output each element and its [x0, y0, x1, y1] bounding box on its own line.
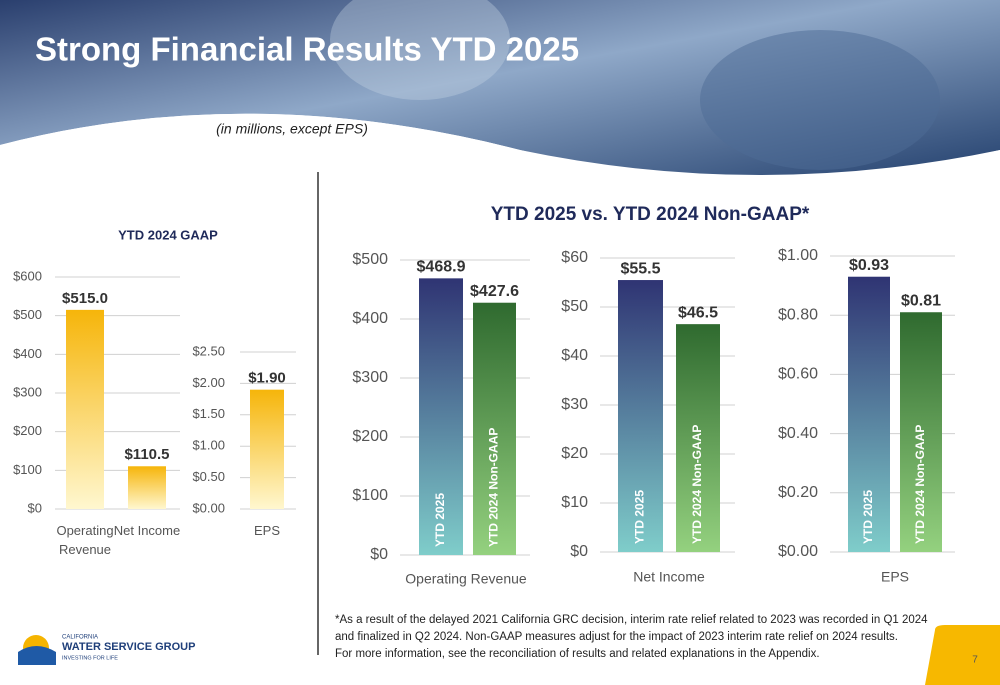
y-tick-label: $40 — [561, 347, 588, 364]
x-tick-label: Net Income — [113, 523, 181, 538]
y-tick-label: $1.00 — [778, 247, 818, 264]
y-tick-label: $0.80 — [778, 306, 818, 323]
page-corner — [925, 625, 1000, 685]
y-tick-label: $1.00 — [192, 438, 225, 453]
bar-category-label: YTD 2025 — [433, 493, 447, 547]
logo-text: WATER SERVICE GROUP — [62, 641, 195, 653]
y-tick-label: $2.50 — [192, 343, 225, 358]
y-tick-label: $0.50 — [192, 469, 225, 484]
logo-text: CALIFORNIA — [62, 635, 98, 641]
bar — [900, 312, 942, 552]
bar — [676, 324, 720, 552]
bar — [250, 389, 284, 509]
y-tick-label: $600 — [13, 268, 42, 283]
value-label: $468.9 — [417, 259, 466, 276]
value-label: $0.81 — [901, 292, 941, 309]
value-label: $427.6 — [470, 283, 519, 300]
x-tick-label: EPS — [253, 523, 280, 538]
footnote: and finalized in Q2 2024. Non-GAAP measu… — [335, 631, 898, 643]
y-tick-label: $500 — [352, 251, 388, 268]
value-label: $1.90 — [248, 370, 286, 387]
bar — [618, 280, 663, 552]
y-tick-label: $0.60 — [778, 366, 818, 383]
logo-wave — [18, 646, 56, 665]
y-tick-label: $0.40 — [778, 425, 818, 442]
y-tick-label: $50 — [561, 298, 588, 315]
y-tick-label: $10 — [561, 494, 588, 511]
slide-title: Strong Financial Results YTD 2025 — [35, 31, 579, 68]
header-decor — [700, 30, 940, 170]
x-axis-label: Net Income — [633, 569, 705, 585]
y-tick-label: $300 — [13, 384, 42, 399]
bar-category-label: YTD 2024 Non-GAAP — [487, 428, 501, 547]
footnote: *As a result of the delayed 2021 Califor… — [335, 614, 928, 626]
logo-text: INVESTING FOR LIFE — [62, 655, 118, 661]
bar — [128, 466, 166, 509]
value-label: $110.5 — [124, 446, 169, 463]
value-label: $0.93 — [849, 257, 889, 274]
y-tick-label: $30 — [561, 396, 588, 413]
footnote: For more information, see the reconcilia… — [335, 648, 820, 660]
page-number: 7 — [972, 655, 978, 666]
bar-category-label: YTD 2025 — [861, 490, 875, 544]
y-tick-label: $60 — [561, 249, 588, 266]
bar-category-label: YTD 2024 Non-GAAP — [913, 425, 927, 544]
y-tick-label: $0 — [28, 500, 42, 515]
x-axis-label: Operating Revenue — [405, 571, 527, 587]
value-label: $55.5 — [620, 260, 660, 277]
bar — [848, 276, 890, 552]
bar — [473, 302, 516, 555]
x-axis-label: EPS — [881, 569, 909, 585]
bar-category-label: YTD 2024 Non-GAAP — [690, 425, 704, 544]
y-tick-label: $0.20 — [778, 484, 818, 501]
y-tick-label: $300 — [352, 369, 388, 386]
value-label: $515.0 — [62, 290, 108, 307]
bar — [66, 309, 104, 509]
y-tick-label: $100 — [13, 462, 42, 477]
y-tick-label: $0 — [370, 546, 388, 563]
x-tick-label: Operating Revenue — [56, 523, 114, 557]
y-tick-label: $400 — [352, 310, 388, 327]
y-tick-label: $0 — [570, 543, 588, 560]
y-tick-label: $0.00 — [192, 500, 225, 515]
y-tick-label: $400 — [13, 346, 42, 361]
subtitle: (in millions, except EPS) — [216, 121, 368, 137]
y-tick-label: $20 — [561, 445, 588, 462]
y-tick-label: $200 — [352, 428, 388, 445]
chart-title: YTD 2024 GAAP — [118, 227, 218, 242]
section-title: YTD 2025 vs. YTD 2024 Non-GAAP* — [491, 204, 810, 225]
y-tick-label: $200 — [13, 423, 42, 438]
value-label: $46.5 — [678, 304, 718, 321]
y-tick-label: $500 — [13, 307, 42, 322]
y-tick-label: $2.00 — [192, 375, 225, 390]
y-tick-label: $100 — [352, 487, 388, 504]
bar — [419, 278, 463, 555]
header-decor — [330, 0, 510, 100]
y-tick-label: $0.00 — [778, 543, 818, 560]
y-tick-label: $1.50 — [192, 406, 225, 421]
bar-category-label: YTD 2025 — [633, 490, 647, 544]
